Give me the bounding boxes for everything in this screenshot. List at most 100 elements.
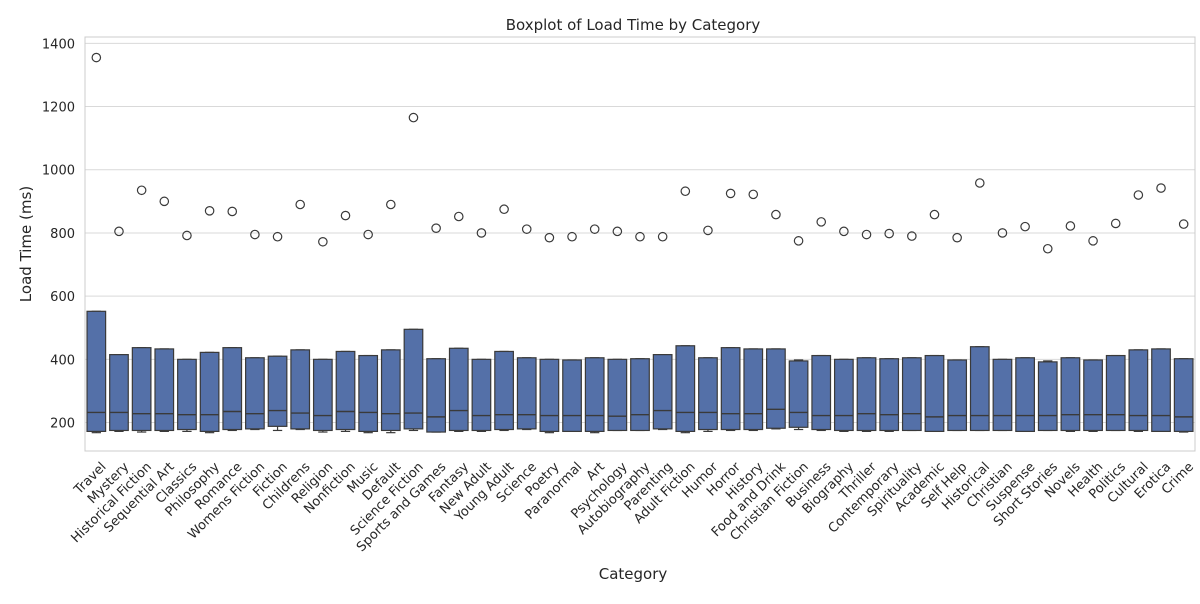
- box-group: [788, 236, 809, 431]
- box-group: [109, 226, 129, 433]
- outlier-point: [318, 236, 328, 247]
- box-iqr: [1060, 357, 1081, 432]
- box-iqr: [1173, 358, 1194, 433]
- outlier-point: [816, 217, 827, 227]
- box-group: [992, 228, 1013, 432]
- box-iqr: [358, 354, 379, 433]
- box-group: [1105, 218, 1126, 432]
- box-group: [177, 230, 197, 433]
- y-tick-label: 600: [50, 290, 75, 305]
- outlier-point: [136, 185, 147, 196]
- outlier-point: [771, 209, 781, 220]
- box-group: [245, 229, 265, 431]
- axes-frame: [84, 36, 1196, 452]
- y-axis-label: Load Time (ms): [17, 186, 35, 302]
- box-group: [743, 189, 764, 432]
- outlier-point: [227, 206, 238, 217]
- outlier-point: [544, 232, 555, 243]
- outlier-point: [635, 231, 645, 242]
- box-group: [1060, 221, 1081, 433]
- outlier-point: [250, 229, 260, 240]
- box-iqr: [335, 350, 356, 431]
- box-group: [131, 185, 152, 433]
- box-iqr: [86, 310, 107, 433]
- boxes-layer: [86, 52, 1194, 434]
- box-iqr: [312, 358, 333, 432]
- box-group: [1037, 243, 1058, 432]
- outlier-point: [182, 230, 192, 241]
- box-iqr: [992, 358, 1013, 432]
- outlier-point: [1065, 221, 1076, 231]
- box-iqr: [743, 348, 764, 431]
- box-iqr: [426, 358, 447, 433]
- box-group: [969, 178, 990, 432]
- box-iqr: [901, 357, 922, 432]
- outlier-point: [657, 231, 668, 242]
- outlier-point: [521, 224, 532, 234]
- box-iqr: [766, 348, 786, 429]
- box-group: [267, 231, 288, 432]
- outlier-point: [114, 226, 124, 237]
- outlier-point: [431, 223, 441, 233]
- outlier-point: [1133, 190, 1144, 200]
- outlier-point: [1178, 219, 1189, 229]
- box-group: [879, 228, 900, 433]
- box-group: [652, 231, 673, 431]
- box-group: [199, 206, 220, 434]
- box-group: [901, 231, 922, 432]
- box-iqr: [969, 346, 990, 432]
- box-group: [675, 186, 696, 434]
- outlier-point: [499, 204, 509, 215]
- box-group: [1015, 221, 1035, 433]
- box-iqr: [630, 358, 650, 432]
- outlier-point: [567, 231, 577, 242]
- box-group: [312, 236, 333, 433]
- box-iqr: [1037, 361, 1058, 432]
- box-iqr: [494, 350, 514, 431]
- box-group: [380, 199, 401, 434]
- box-iqr: [698, 357, 718, 431]
- box-group: [947, 232, 968, 432]
- box-iqr: [1128, 349, 1149, 432]
- outlier-point: [589, 224, 600, 234]
- box-iqr: [856, 357, 877, 432]
- box-iqr: [607, 358, 628, 432]
- outlier-point: [91, 52, 102, 63]
- box-group: [403, 112, 424, 432]
- y-tick-label: 1400: [42, 37, 75, 52]
- box-group: [222, 206, 243, 432]
- box-iqr: [1083, 359, 1103, 432]
- box-iqr: [788, 360, 809, 428]
- box-iqr: [154, 348, 175, 432]
- outlier-point: [861, 229, 872, 240]
- box-iqr: [675, 345, 696, 433]
- box-group: [720, 188, 741, 432]
- box-group: [358, 229, 379, 434]
- box-group: [607, 226, 628, 432]
- outlier-point: [793, 236, 804, 246]
- outlier-point: [159, 196, 170, 207]
- outlier-point: [725, 188, 736, 199]
- box-iqr: [947, 359, 968, 432]
- outlier-point: [929, 209, 940, 220]
- box-iqr: [584, 357, 605, 433]
- box-group: [154, 196, 175, 433]
- outlier-point: [272, 231, 283, 242]
- outlier-point: [680, 186, 691, 197]
- box-iqr: [380, 349, 401, 432]
- box-iqr: [403, 328, 424, 430]
- box-group: [1128, 190, 1149, 433]
- box-iqr: [290, 349, 311, 430]
- box-iqr: [245, 357, 265, 430]
- outlier-point: [1088, 236, 1098, 246]
- y-tick-label: 400: [50, 353, 75, 368]
- box-group: [1083, 236, 1103, 433]
- outlier-point: [340, 210, 351, 221]
- outlier-point: [997, 228, 1008, 238]
- outlier-point: [408, 112, 419, 123]
- box-group: [86, 52, 107, 434]
- box-group: [448, 211, 469, 433]
- box-iqr: [811, 354, 832, 431]
